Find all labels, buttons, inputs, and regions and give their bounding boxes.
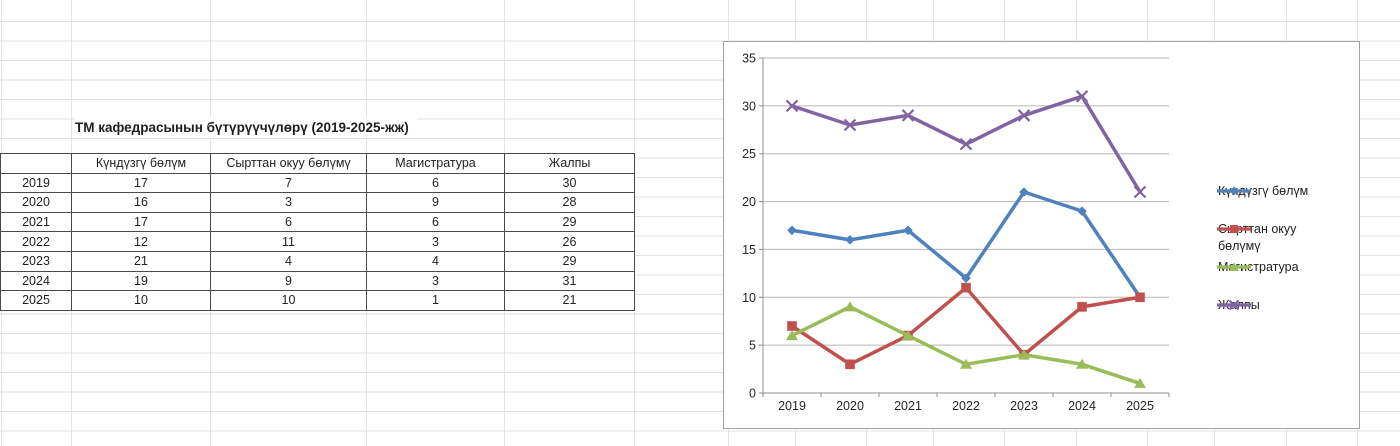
table-value-cell[interactable]: 3 <box>210 192 367 213</box>
table-value-cell[interactable]: 3 <box>366 231 505 252</box>
legend-item[interactable]: Магистратура <box>1216 259 1299 276</box>
y-axis-tick-label: 5 <box>749 339 756 353</box>
y-axis-tick-label: 10 <box>742 291 756 305</box>
legend-item[interactable]: Сырттан окуу бөлүмү <box>1216 221 1318 255</box>
table-value-cell[interactable]: 6 <box>366 211 505 233</box>
table-value-cell[interactable]: 7 <box>210 172 367 194</box>
sheet-title: ТМ кафедрасынын бүтүрүүчүлөрү (2019-2025… <box>75 117 417 138</box>
legend-item[interactable]: Жалпы <box>1216 297 1260 314</box>
table-value-cell[interactable]: 31 <box>504 270 635 292</box>
table-year-cell[interactable]: 2025 <box>0 290 72 311</box>
marker-triangle <box>960 358 972 369</box>
table-value-cell[interactable]: 17 <box>71 172 211 194</box>
x-axis-tick-label: 2021 <box>894 399 922 413</box>
marker-diamond <box>845 235 855 245</box>
table-year-cell[interactable]: 2019 <box>0 172 72 194</box>
table-corner-cell[interactable] <box>0 153 72 174</box>
marker-triangle <box>902 330 914 341</box>
table-value-cell[interactable]: 26 <box>504 231 635 252</box>
marker-square <box>961 282 971 293</box>
table-value-cell[interactable]: 30 <box>504 172 635 194</box>
table-value-cell[interactable]: 10 <box>210 290 367 311</box>
marker-triangle <box>786 330 798 341</box>
table-header-cell[interactable]: Сырттан окуу бөлүмү <box>210 153 367 174</box>
y-axis-tick-label: 15 <box>742 243 756 257</box>
table-year-cell[interactable]: 2022 <box>0 231 72 252</box>
marker-x <box>843 118 857 132</box>
table-row: 2021 17 6 6 29 <box>0 211 635 233</box>
marker-square <box>845 359 855 370</box>
table-value-cell[interactable]: 4 <box>210 250 367 272</box>
marker-square <box>1077 302 1087 312</box>
marker-x <box>785 99 799 113</box>
marker-triangle <box>1134 377 1146 388</box>
table-value-cell[interactable]: 1 <box>366 290 505 311</box>
legend-item[interactable]: Күндүзгү бөлүм <box>1216 183 1308 200</box>
x-axis-tick-label: 2020 <box>836 399 864 413</box>
table-value-cell[interactable]: 28 <box>504 192 635 213</box>
table-value-cell[interactable]: 29 <box>504 250 635 272</box>
marker-triangle <box>1018 349 1030 360</box>
marker-square <box>1135 292 1145 303</box>
table-header-cell[interactable]: Жалпы <box>504 153 635 174</box>
y-axis-tick-label: 35 <box>742 52 756 66</box>
table-year-cell[interactable]: 2021 <box>0 211 72 233</box>
marker-diamond <box>1019 187 1029 197</box>
legend-marker-icon <box>1217 186 1251 196</box>
x-axis-tick-label: 2023 <box>1010 399 1038 413</box>
table-row: 2019 17 7 6 30 <box>0 172 635 194</box>
marker-square <box>787 321 797 331</box>
table-row: 2025 10 10 1 21 <box>0 290 635 311</box>
x-axis-tick-label: 2024 <box>1068 399 1096 413</box>
table-value-cell[interactable]: 3 <box>366 270 505 292</box>
y-axis-tick-label: 25 <box>742 147 756 161</box>
legend-marker-icon <box>1217 262 1251 271</box>
table-row: 2024 19 9 3 31 <box>0 270 635 292</box>
marker-triangle <box>844 301 856 312</box>
table-year-cell[interactable]: 2020 <box>0 192 72 213</box>
marker-diamond <box>1077 206 1087 216</box>
marker-diamond <box>787 225 797 236</box>
table-value-cell[interactable]: 6 <box>210 211 367 233</box>
table-row: 2020 16 3 9 28 <box>0 192 635 213</box>
x-axis-tick-label: 2022 <box>952 399 980 413</box>
x-axis-tick-label: 2025 <box>1126 399 1154 413</box>
table-value-cell[interactable]: 21 <box>504 290 635 311</box>
marker-x <box>1075 90 1089 103</box>
table-header-cell[interactable]: Күндүзгү бөлүм <box>71 153 211 174</box>
table-value-cell[interactable]: 19 <box>71 270 211 292</box>
table-header-cell[interactable]: Магистратура <box>366 153 505 174</box>
marker-x <box>959 137 973 151</box>
table-row: 2023 21 4 4 29 <box>0 250 635 272</box>
table-value-cell[interactable]: 6 <box>366 172 505 194</box>
table-value-cell[interactable]: 10 <box>71 290 211 311</box>
table-value-cell[interactable]: 21 <box>71 250 211 272</box>
y-axis-tick-label: 20 <box>742 195 756 209</box>
table-value-cell[interactable]: 12 <box>71 231 211 252</box>
y-axis-tick-label: 0 <box>749 387 756 401</box>
marker-x <box>901 109 915 122</box>
legend-label: Күндүзгү бөлүм <box>1218 184 1309 198</box>
table-row: 2022 12 11 3 26 <box>0 231 635 252</box>
marker-x <box>1017 109 1031 122</box>
table-value-cell[interactable]: 17 <box>71 211 211 233</box>
table-value-cell[interactable]: 4 <box>366 250 505 272</box>
table-value-cell[interactable]: 9 <box>366 192 505 213</box>
table-value-cell[interactable]: 9 <box>210 270 367 292</box>
table-value-cell[interactable]: 29 <box>504 211 635 233</box>
legend-marker-icon <box>1217 225 1251 233</box>
data-table: Күндүзгү бөлүм Сырттан окуу бөлүмү Магистр… <box>0 153 635 311</box>
series-line <box>790 285 1142 367</box>
marker-x <box>1133 185 1147 199</box>
table-value-cell[interactable]: 16 <box>71 192 211 213</box>
table-value-cell[interactable]: 11 <box>210 231 367 252</box>
y-axis-tick-label: 30 <box>742 99 756 113</box>
legend-marker-icon <box>1217 299 1251 311</box>
marker-triangle <box>1076 358 1088 369</box>
table-year-cell[interactable]: 2023 <box>0 250 72 272</box>
chart[interactable]: 0 5 10 15 20 25 30 35 2019 2020 2021 2022 2023 2024 20… <box>723 41 1360 429</box>
table-year-cell[interactable]: 2024 <box>0 270 72 292</box>
x-axis-tick-label: 2019 <box>778 399 806 413</box>
